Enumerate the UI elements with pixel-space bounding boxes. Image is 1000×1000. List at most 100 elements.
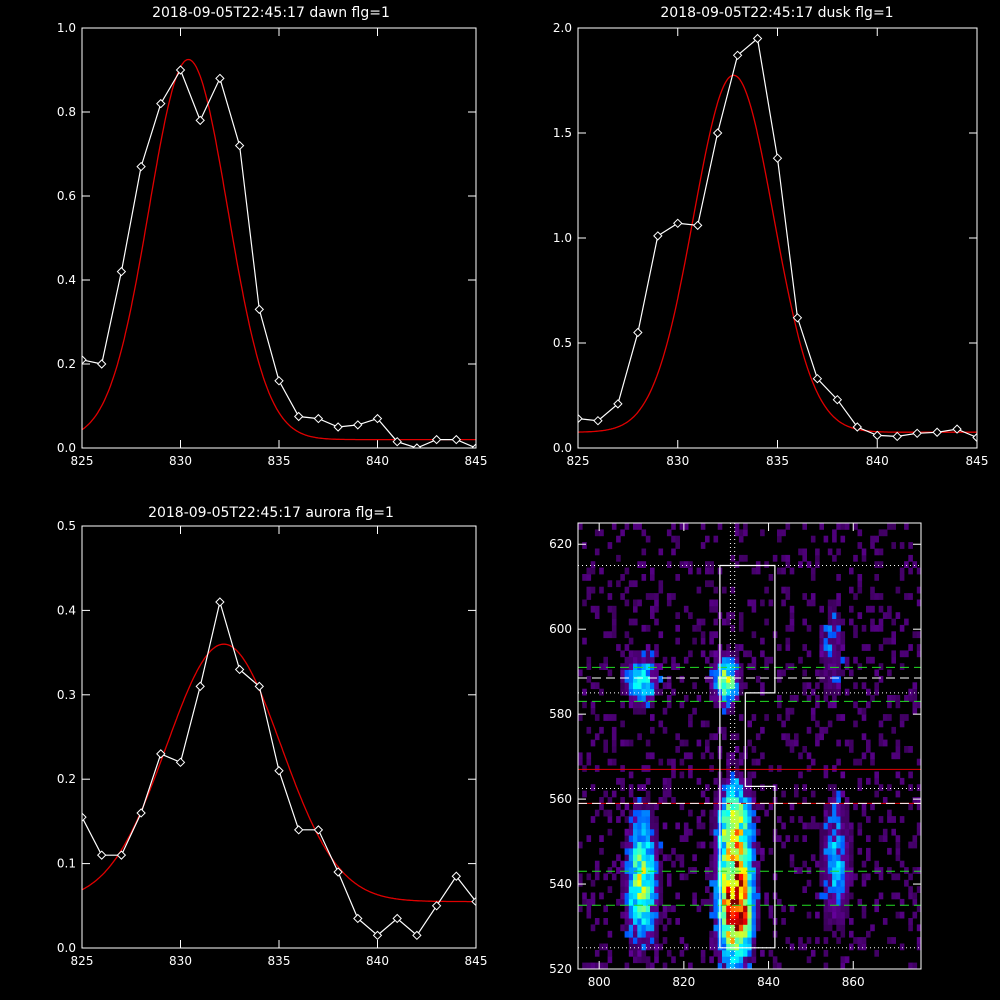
spectrogram-cell [836,905,841,913]
spectrogram-cell [666,905,672,913]
spectrogram-cell [713,898,719,906]
spectrogram-cell [666,879,672,887]
spectrogram-cell [789,612,795,619]
spectrogram-cell [891,637,896,645]
dawn-point-15 [372,413,383,424]
spectrogram-cell [645,892,651,900]
spectrogram-cell [582,790,587,798]
spectrogram-cell [836,637,841,645]
spectrogram-cell [688,612,693,619]
spectrogram-cell [633,860,638,868]
spectrogram-cell [866,847,871,855]
spectrogram-cell [734,835,740,842]
spectrogram-cell [633,949,638,957]
spectrogram-cell [713,675,719,683]
spectrogram-cell [654,918,659,925]
spectrogram-cell [857,707,863,715]
spectrogram-cell [738,905,744,913]
spectrogram-cell [730,841,735,849]
spectrogram-cell [798,816,803,823]
spectrogram-cell [878,644,884,651]
aurora-xtick-label-3: 840 [366,954,389,968]
spectrogram-cell [823,879,829,887]
dusk-point-13 [832,394,843,405]
spectrogram-cell [641,529,647,537]
spectrogram-cell [705,720,710,728]
spectrogram-cell [899,816,905,823]
spectrogram-cell [671,523,676,530]
spectrogram-cell [781,529,786,537]
spectrogram-cell [594,682,600,690]
spectrogram-cell [840,656,846,664]
spectrogram-cell [747,962,752,969]
spectrogram-cell [633,605,638,613]
spectrogram-cell [802,593,807,600]
spectrogram-cell [866,930,871,938]
spectrogram-cell [844,854,850,862]
spectrogram-cell [823,726,829,734]
spectrogram-cell [810,822,816,830]
spectrogram-cell [789,695,795,702]
spectrogram-cell [726,918,731,925]
spectrogram-cell [705,867,710,874]
dawn-point-3 [136,161,146,172]
spectrogram-cell [679,937,685,944]
spectrogram-cell [705,580,710,588]
spectrogram-cell [692,682,697,690]
spectrogram-cell [730,797,735,804]
dawn-point-1 [96,359,107,369]
spectrogram-cell [633,599,638,607]
spectrogram-cell [628,924,634,932]
spectrogram-cell [891,656,896,664]
spectrogram-cell [722,847,727,855]
spectrogram-cell [819,847,824,855]
spectrogram-cell [823,911,829,919]
spectrogram-cell [713,650,719,658]
spectrogram-cell [654,663,659,670]
spectrogram-cell [747,841,752,849]
spectrogram-cell [849,860,854,868]
spectrogram-cell [891,618,896,626]
spectrogram-cell [722,886,727,893]
spectrogram-cell [802,669,807,677]
spectrogram-cell [722,873,727,881]
spectrogram-cell [624,644,630,651]
spectrogram-cell [802,554,807,562]
spectrogram-cell [713,803,719,811]
spectrogram-cell [705,873,710,881]
spectrogram-cell [815,937,820,944]
spectrogram-cell [709,695,714,702]
spectrogram-cell [819,822,824,830]
spectrogram-cell [874,682,879,690]
spectrogram-cell [671,905,676,913]
spectrogram-cell [641,905,647,913]
spectrogram-cell [633,943,638,951]
spectrogram-cell [904,879,909,887]
spectrogram-cell [607,580,613,588]
spectrogram-cell [827,835,833,842]
spectrogram-cell [722,803,727,811]
spectrogram-cell [582,574,587,581]
spectrogram-cell [836,797,841,804]
spectrogram-cell [633,580,638,588]
spectrogram-cell [734,650,740,658]
spectrogram-cell [611,618,617,626]
spectrogram-cell [726,701,731,709]
spectrogram-cell [624,860,630,868]
spectrogram-cell [599,688,604,696]
spectrogram-cell [840,962,846,969]
spectrogram-cell [637,650,642,658]
spectrogram-cell [823,637,829,645]
spectrogram-cell [683,561,689,568]
spectrogram-cell [912,701,918,709]
spectrogram-cell [628,828,634,836]
spectrogram-cell [713,835,719,842]
spectrogram-cell [823,892,829,900]
spectrogram-cell [819,675,824,683]
spectrogram-cell [832,535,837,543]
aurora-point-2 [116,850,127,860]
spectrogram-cell [637,898,642,906]
spectrogram-cell [616,867,621,874]
spectrogram-cell [747,822,752,830]
spectrogram-cell [641,911,647,919]
